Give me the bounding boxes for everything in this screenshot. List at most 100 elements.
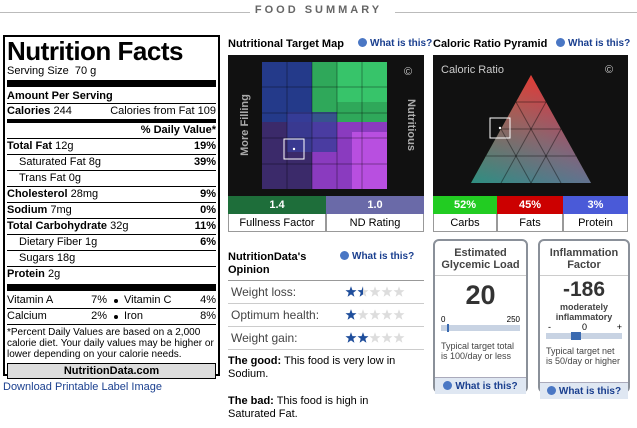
divider: [0, 12, 250, 13]
star: [381, 309, 393, 320]
score-label: Protein: [563, 214, 628, 232]
calories-label: Calories: [7, 105, 51, 117]
star-fill: [345, 286, 357, 297]
bad-label: The bad:: [228, 395, 274, 407]
daily-value: 9%: [200, 188, 216, 200]
vitamin-rows: Vitamin A 7% Vitamin C 4% Calcium 2% Iron 8%: [7, 293, 216, 324]
note: Typical target total is 100/day or less: [441, 341, 515, 361]
star: [393, 286, 405, 297]
vitamin-name: Vitamin C: [124, 294, 172, 306]
copyright: ©: [605, 64, 613, 76]
caloric-pyramid: Caloric Ratio ©: [433, 55, 628, 196]
fat-calories-amount: 109: [197, 105, 216, 117]
box-title: Estimated Glycemic Load: [435, 247, 526, 276]
nutrient-amount: 2g: [47, 268, 61, 280]
glycemic-marker: [447, 324, 450, 332]
vitamin-row: Vitamin A 7% Vitamin C 4%: [7, 293, 216, 308]
nutrient: Protein 2g: [7, 267, 60, 282]
fat-calories-label: Calories from Fat: [110, 105, 195, 117]
score-label: Fats: [497, 214, 563, 232]
nutrient: Total Fat 12g: [7, 139, 73, 154]
nutrient-name: Saturated Fat: [19, 156, 86, 168]
nutrient: Cholesterol 28mg: [7, 187, 98, 202]
glycemic-scale: 0 250: [441, 315, 520, 337]
bad-note: The bad: This food is high in Saturated …: [228, 395, 418, 421]
help-link[interactable]: What is this?: [556, 38, 630, 49]
daily-value: 39%: [193, 156, 216, 168]
star: [357, 309, 369, 320]
glycemic-value: 20: [465, 280, 496, 310]
nutrient-amount: 7mg: [50, 204, 72, 216]
good-note: The good: This food is very low in Sodiu…: [228, 355, 418, 381]
daily-value: 19%: [193, 140, 216, 152]
axis-label: More Filling: [239, 94, 251, 156]
nutrient-rows: Total Fat 12g 19% Saturated Fat 8g 39% Trans…: [7, 138, 216, 282]
help-link[interactable]: What is this?: [358, 38, 432, 49]
score-label: Fullness Factor: [228, 214, 326, 232]
scale-label: 0: [582, 322, 588, 332]
scale-label: -: [548, 322, 551, 332]
vitamin-name: Calcium: [7, 310, 47, 322]
star: [369, 286, 381, 297]
good-text: This food is very low in Sodium.: [228, 355, 396, 380]
nutrient-amount: 32g: [110, 220, 129, 232]
rating-row: Optimum health:: [228, 304, 424, 327]
vitamin-name: Iron: [124, 310, 143, 322]
site-name: NutritionData.com: [7, 363, 216, 379]
nutrient-row: Saturated Fat 8g 39%: [7, 154, 216, 170]
nutrient-amount: 18g: [56, 252, 76, 264]
rating-label: Optimum health:: [231, 308, 320, 322]
section-title: FOOD SUMMARY: [254, 4, 383, 16]
help-link[interactable]: What is this?: [547, 386, 621, 397]
nutrient-amount: 1g: [85, 236, 98, 248]
rule: [7, 119, 216, 123]
nutrient-row: Total Carbohydrate 32g 11%: [7, 218, 216, 234]
star-rating: [345, 309, 405, 320]
vitamin-value: 4%: [200, 294, 216, 306]
vitamin-value: 8%: [200, 310, 216, 322]
star-fill: [357, 332, 369, 343]
star: [369, 332, 381, 343]
star: [393, 309, 405, 320]
inflammation-description: moderately inflammatory: [555, 302, 613, 322]
nutrient-name: Trans Fat: [19, 172, 66, 184]
nutrient-row: Sodium 7mg 0%: [7, 202, 216, 218]
good-label: The good:: [228, 355, 282, 367]
daily-value: 0%: [200, 204, 216, 216]
download-link[interactable]: Download Printable Label Image: [3, 381, 162, 393]
nutrient-row: Sugars 18g: [7, 250, 216, 266]
label-title: Nutrition Facts: [7, 36, 183, 66]
scale-bar: [441, 325, 520, 331]
box-title: Inflammation Factor: [540, 247, 628, 276]
star: [381, 286, 393, 297]
inflammation-value: -186: [562, 278, 606, 301]
score-label: Carbs: [433, 214, 497, 232]
nutrient-name: Cholesterol: [7, 188, 68, 200]
nutrient-name: Sugars: [19, 252, 54, 264]
score-label: ND Rating: [326, 214, 424, 232]
score: 3%: [563, 196, 628, 214]
daily-value: 11%: [194, 220, 216, 232]
scale-bar: [546, 333, 622, 339]
bad-text: This food is high in Saturated Fat.: [228, 395, 369, 420]
divider: [228, 280, 424, 281]
calories-amount: 244: [53, 105, 72, 117]
nutrient: Saturated Fat 8g: [19, 155, 101, 170]
nutrient: Dietary Fiber 1g: [19, 235, 97, 250]
star: [381, 332, 393, 343]
glycemic-box: Estimated Glycemic Load 20 0 250 Typical…: [433, 239, 528, 394]
help-link[interactable]: What is this?: [443, 381, 517, 392]
help-link[interactable]: What is this?: [340, 251, 414, 262]
score: 1.4: [228, 196, 326, 214]
score: 52%: [433, 196, 497, 214]
nutrient: Sugars 18g: [19, 251, 75, 266]
inflammation-box: Inflammation Factor -186 moderately infl…: [538, 239, 630, 399]
nutrient-row: Dietary Fiber 1g 6%: [7, 234, 216, 250]
vitamin: Iron 8%: [124, 309, 216, 324]
divider: [395, 12, 637, 13]
score: 45%: [497, 196, 563, 214]
star: [369, 309, 381, 320]
vitamin: Vitamin A 7%: [7, 293, 107, 308]
nutrient: Trans Fat 0g: [19, 171, 81, 186]
copyright: ©: [404, 66, 412, 78]
